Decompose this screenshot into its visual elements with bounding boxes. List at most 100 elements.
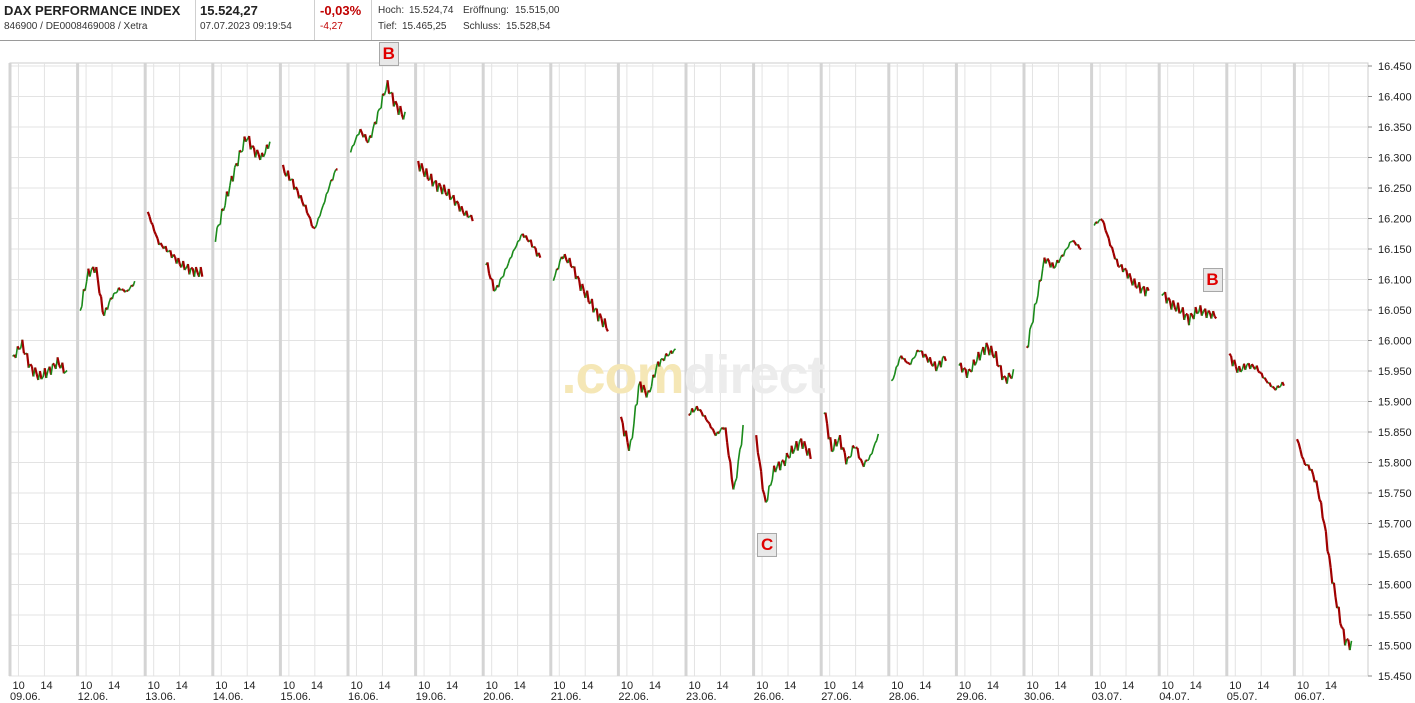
price-segment (1240, 369, 1243, 373)
date-tick-label: 30.06. (1024, 691, 1055, 703)
price-segment (1100, 218, 1103, 222)
price-segment (650, 374, 654, 387)
close-label: Schluss: (463, 21, 501, 32)
price-segment (311, 225, 315, 229)
price-segment (1315, 480, 1319, 491)
price-segment (537, 252, 542, 259)
price-segment (313, 226, 316, 230)
y-tick-label: 15.600 (1378, 580, 1412, 592)
price-segment (150, 221, 154, 226)
wave-marker-c: C (757, 533, 778, 558)
change-percent: -0,03% (320, 3, 362, 18)
price-cell: 15.524,27 07.07.2023 09:19:54 (196, 0, 315, 40)
price-segment (692, 409, 696, 413)
y-tick-label: 15.450 (1378, 671, 1412, 683)
price-segment (1128, 273, 1133, 280)
price-segment (333, 169, 337, 174)
price-segment (763, 494, 767, 503)
price-segment (315, 218, 320, 225)
day-separator (8, 63, 12, 676)
price-segment (164, 245, 169, 253)
price-segment (115, 291, 118, 294)
price-segment (1101, 219, 1105, 224)
price-segment (592, 308, 596, 313)
price-segment (727, 455, 732, 463)
price-segment (708, 423, 713, 429)
price-segment (1196, 311, 1200, 315)
price-segment (766, 485, 770, 501)
price-segment (1271, 385, 1276, 390)
price-segment (1104, 229, 1109, 235)
price-segment (928, 356, 933, 365)
hour-tick-label: 10 (12, 680, 24, 692)
price-segment (505, 263, 510, 269)
price-segment (842, 447, 846, 453)
price-segment (633, 405, 637, 425)
price-segment (631, 423, 635, 439)
price-segment (323, 193, 328, 203)
price-segment (240, 150, 244, 153)
price-segment (238, 149, 242, 153)
day-separator (752, 63, 756, 676)
watermark-part1: .com (561, 345, 683, 405)
price-segment (377, 108, 381, 113)
price-segment (493, 289, 496, 292)
price-segment (838, 434, 843, 450)
date-tick-label: 27.06. (821, 691, 852, 703)
price-segment (379, 107, 382, 110)
price-segment (851, 444, 856, 449)
price-segment (1030, 321, 1034, 326)
price-segment (605, 327, 609, 332)
price-segment (568, 257, 573, 267)
price-segment (785, 452, 790, 458)
price-segment (467, 216, 470, 219)
price-segment (232, 167, 236, 182)
date-tick-label: 19.06. (416, 691, 447, 703)
price-segment (1106, 233, 1110, 239)
price-segment (291, 178, 296, 190)
price-segment (1341, 626, 1345, 630)
hour-tick-label: 14 (1190, 680, 1202, 692)
price-segment (918, 350, 921, 353)
price-segment (1123, 267, 1128, 271)
hour-tick-label: 10 (148, 680, 160, 692)
price-segment (1189, 312, 1194, 317)
price-segment (1115, 258, 1120, 267)
date-tick-label: 21.06. (551, 691, 582, 703)
price-segment (219, 208, 223, 225)
day-separator (143, 63, 147, 676)
price-segment (943, 355, 947, 362)
day-separator (887, 63, 891, 676)
price-segment (154, 234, 159, 239)
hour-tick-label: 14 (919, 680, 931, 692)
price-segment (488, 273, 492, 280)
price-segment (1194, 306, 1199, 314)
price-segment (1323, 523, 1327, 532)
price-segment (1064, 248, 1068, 251)
hour-tick-label: 14 (716, 680, 728, 692)
price-segment (967, 368, 972, 372)
price-series (12, 80, 1353, 651)
hour-tick-label: 14 (40, 680, 52, 692)
price-datetime: 07.07.2023 09:19:54 (200, 21, 292, 32)
price-segment (835, 440, 840, 447)
price-segment (658, 358, 662, 367)
change-absolute: -4,27 (320, 21, 343, 32)
price-segment (460, 205, 465, 213)
price-segment (386, 80, 391, 94)
price-segment (724, 427, 729, 443)
price-segment (299, 195, 304, 203)
hour-tick-label: 10 (1229, 680, 1241, 692)
price-segment (792, 449, 796, 454)
price-segment (375, 111, 379, 125)
price-segment (394, 100, 399, 106)
price-segment (1201, 311, 1205, 316)
price-segment (590, 298, 595, 313)
day-separator (954, 63, 958, 676)
y-tick-label: 15.550 (1378, 610, 1412, 622)
price-segment (307, 215, 312, 220)
y-tick-label: 15.750 (1378, 488, 1412, 500)
price-segment (729, 461, 733, 480)
price-segment (653, 367, 658, 378)
price-segment (1003, 375, 1007, 379)
